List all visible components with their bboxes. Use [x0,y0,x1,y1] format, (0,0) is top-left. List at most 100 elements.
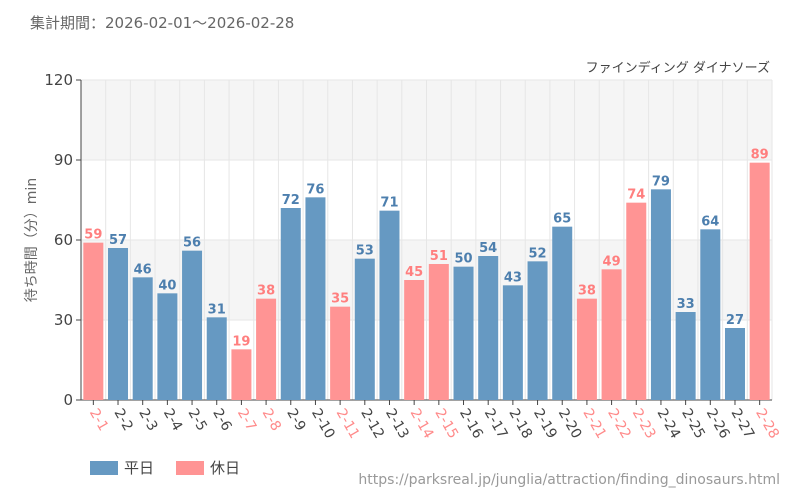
data-label: 27 [726,313,744,328]
bar [354,258,375,400]
x-tick-label: 2-3 [135,406,160,434]
data-label: 43 [504,270,522,285]
x-tick-label: 2-11 [333,406,363,442]
bar [330,306,351,400]
x-tick-label: 2-27 [728,406,758,442]
x-tick-label: 2-10 [308,406,338,442]
bar [428,264,449,400]
x-tick-label: 2-22 [604,406,634,442]
data-label: 49 [603,254,621,269]
data-label: 72 [282,193,300,208]
x-tick-label: 2-18 [505,406,535,442]
x-tick-label: 2-6 [209,406,234,434]
bar [132,277,153,400]
bar [626,202,647,400]
bar [231,349,252,400]
x-tick-label: 2-26 [703,406,733,442]
x-tick-label: 2-5 [185,406,210,434]
data-label: 64 [701,214,719,229]
x-tick-label: 2-28 [752,406,782,442]
legend-holiday: 休日 [176,457,240,478]
data-label: 52 [529,246,547,261]
data-label: 53 [356,244,374,259]
legend: 平日 休日 [90,457,240,478]
y-tick-label: 90 [54,151,73,169]
bar [256,298,277,400]
y-axis-label: 待ち時間（分）min [24,178,40,302]
data-label: 35 [331,292,349,307]
bar [404,280,425,400]
x-tick-label: 2-21 [579,406,609,442]
bar [157,293,178,400]
bar [305,197,326,400]
x-tick-label: 2-4 [160,406,185,434]
legend-swatch-holiday [176,460,205,475]
x-tick-label: 2-9 [283,406,308,434]
bar [453,266,474,400]
x-tick-label: 2-7 [234,406,259,434]
bar [379,210,400,400]
bar [206,317,227,400]
data-label: 76 [306,182,324,197]
bar [527,261,548,400]
data-label: 31 [208,302,226,317]
data-label: 38 [257,284,275,299]
x-tick-label: 2-25 [678,406,708,442]
data-label: 54 [479,241,497,256]
bar [280,208,301,400]
data-label: 59 [84,228,102,243]
bar [108,248,129,400]
bar [576,298,597,400]
legend-swatch-weekday [90,460,118,475]
bar [552,226,573,400]
bar [83,242,104,400]
x-tick-label: 2-2 [111,406,136,434]
legend-label: 休日 [210,459,241,477]
bar [502,285,523,400]
y-tick-label: 60 [54,231,73,249]
bar [700,229,721,400]
x-tick-label: 2-23 [629,406,659,442]
data-label: 45 [405,265,423,280]
x-tick-label: 2-12 [357,406,387,442]
bar [675,312,696,400]
legend-weekday: 平日 [90,457,154,478]
x-tick-label: 2-20 [555,406,585,442]
data-label: 40 [158,278,176,293]
data-label: 89 [751,148,769,163]
y-tick-label: 30 [54,311,73,329]
x-tick-label: 2-8 [259,406,284,434]
y-tick-label: 120 [44,71,73,89]
period-label: 集計期間：2026-02-01～2026-02-28 [30,14,295,32]
bar [182,250,203,400]
data-label: 46 [134,262,152,277]
source-url: https://parksreal.jp/junglia/attraction/… [358,472,780,488]
data-label: 65 [553,212,571,227]
data-label: 56 [183,236,201,251]
x-tick-label: 2-16 [456,406,486,442]
x-tick-label: 2-24 [653,406,683,442]
bar [749,162,770,400]
data-label: 51 [430,249,448,264]
data-label: 50 [454,252,472,267]
legend-label: 平日 [124,459,155,477]
y-tick-label: 0 [63,391,73,409]
x-tick-label: 2-1 [86,406,111,434]
x-tick-label: 2-15 [431,406,461,442]
data-label: 79 [652,174,670,189]
data-label: 57 [109,233,127,248]
x-tick-label: 2-17 [481,406,511,442]
bar [601,269,622,400]
bar [478,256,499,400]
data-label: 71 [380,196,398,211]
x-tick-label: 2-13 [382,406,412,442]
bar [724,328,745,400]
x-tick-label: 2-19 [530,406,560,442]
x-tick-label: 2-14 [407,406,437,442]
data-label: 38 [578,284,596,299]
data-label: 33 [677,297,695,312]
data-label: 74 [627,188,645,203]
data-label: 19 [232,334,250,349]
bar [650,189,671,400]
